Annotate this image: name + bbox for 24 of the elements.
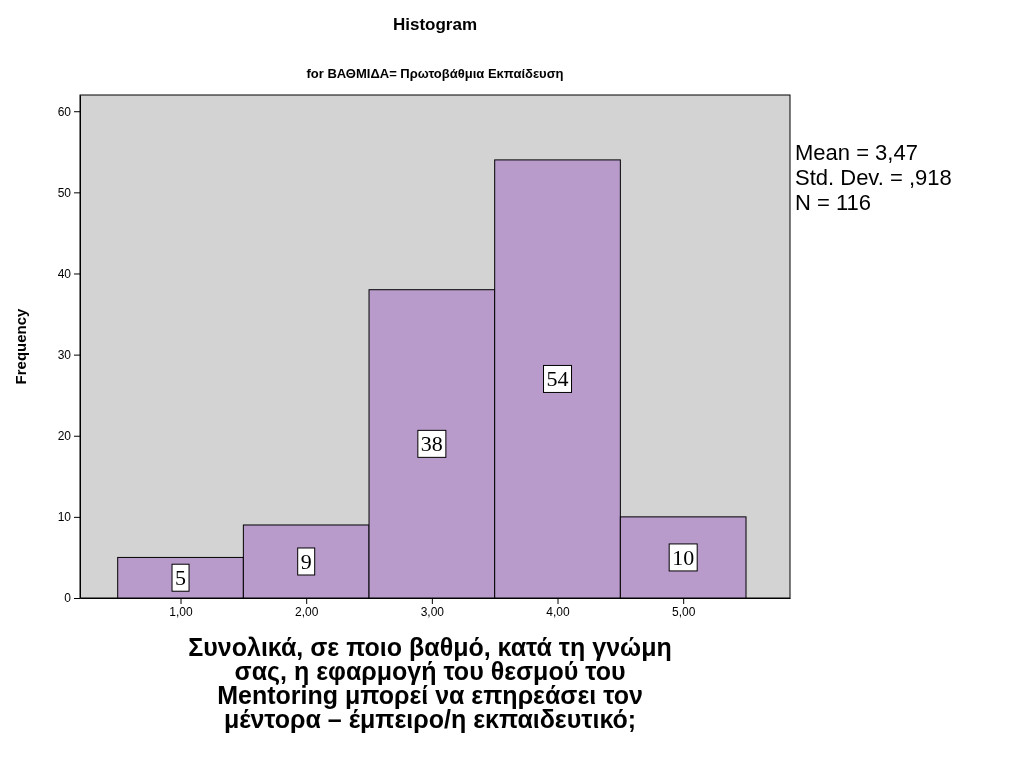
x-tick-label: 2,00 — [295, 604, 319, 619]
y-tick-label: 30 — [57, 347, 72, 362]
text: Mean = 3,47 — [795, 140, 918, 165]
y-tick-label: 50 — [57, 185, 72, 200]
y-axis-title: Frequency — [12, 307, 29, 385]
y-tick-label: 20 — [57, 429, 72, 444]
data-label: 10 — [672, 544, 695, 570]
data-label: 9 — [300, 548, 312, 574]
y-tick-label: 10 — [57, 510, 72, 525]
x-tick-label: 1,00 — [169, 604, 194, 619]
y-tick-label: 0 — [64, 591, 72, 606]
text: Std. Dev. = ,918 — [795, 165, 952, 190]
text: N = 116 — [795, 190, 872, 215]
chart-subtitle: for ΒΑΘΜΙΔΑ= Πρωτοβάθμια Εκπαίδευση — [306, 66, 564, 81]
data-label: 38 — [420, 431, 443, 457]
x-axis-title: Συνολικά, σε ποιο βαθμό, κατά τη γνώμη σας, η εφαρμογή του θεσμού του Mentoring μπορεί να επηρεάσει τον μέντορα – έμπειρο/η εκπαιδευτικό; — [188, 633, 672, 733]
x-tick-label: 4,00 — [546, 604, 571, 619]
data-label: 54 — [546, 366, 569, 392]
x-tick-label: 3,00 — [420, 604, 445, 619]
x-tick-label: 5,00 — [672, 604, 696, 619]
chart-title: Histogram — [392, 15, 478, 34]
data-label: 5 — [175, 565, 187, 591]
y-tick-label: 60 — [57, 104, 72, 119]
y-tick-label: 40 — [57, 266, 72, 281]
